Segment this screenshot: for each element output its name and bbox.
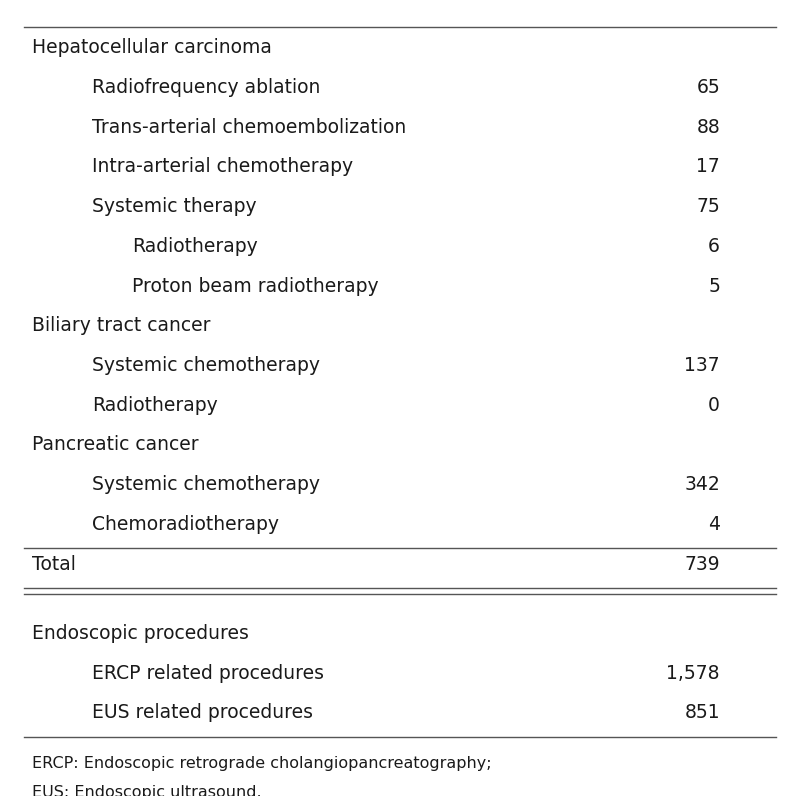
Text: 75: 75: [696, 197, 720, 216]
Text: 65: 65: [696, 78, 720, 97]
Text: EUS related procedures: EUS related procedures: [92, 704, 313, 723]
Text: ERCP related procedures: ERCP related procedures: [92, 664, 324, 683]
Text: Biliary tract cancer: Biliary tract cancer: [32, 316, 210, 335]
Text: Systemic therapy: Systemic therapy: [92, 197, 257, 216]
Text: 5: 5: [708, 276, 720, 295]
Text: Radiotherapy: Radiotherapy: [92, 396, 218, 415]
Text: Pancreatic cancer: Pancreatic cancer: [32, 435, 198, 455]
Text: Radiotherapy: Radiotherapy: [132, 236, 258, 256]
Text: 17: 17: [696, 158, 720, 177]
Text: ERCP: Endoscopic retrograde cholangiopancreatography;: ERCP: Endoscopic retrograde cholangiopan…: [32, 756, 492, 771]
Text: Radiofrequency ablation: Radiofrequency ablation: [92, 78, 320, 97]
Text: 4: 4: [708, 515, 720, 534]
Text: 1,578: 1,578: [666, 664, 720, 683]
Text: Endoscopic procedures: Endoscopic procedures: [32, 624, 249, 643]
Text: Intra-arterial chemotherapy: Intra-arterial chemotherapy: [92, 158, 353, 177]
Text: Systemic chemotherapy: Systemic chemotherapy: [92, 475, 320, 494]
Text: 739: 739: [684, 555, 720, 574]
Text: Hepatocellular carcinoma: Hepatocellular carcinoma: [32, 38, 272, 57]
Text: 0: 0: [708, 396, 720, 415]
Text: 851: 851: [684, 704, 720, 723]
Text: 342: 342: [684, 475, 720, 494]
Text: Trans-arterial chemoembolization: Trans-arterial chemoembolization: [92, 118, 406, 137]
Text: 88: 88: [696, 118, 720, 137]
Text: Proton beam radiotherapy: Proton beam radiotherapy: [132, 276, 378, 295]
Text: Total: Total: [32, 555, 76, 574]
Text: Systemic chemotherapy: Systemic chemotherapy: [92, 356, 320, 375]
Text: EUS: Endoscopic ultrasound.: EUS: Endoscopic ultrasound.: [32, 785, 262, 796]
Text: 6: 6: [708, 236, 720, 256]
Text: Chemoradiotherapy: Chemoradiotherapy: [92, 515, 279, 534]
Text: 137: 137: [684, 356, 720, 375]
